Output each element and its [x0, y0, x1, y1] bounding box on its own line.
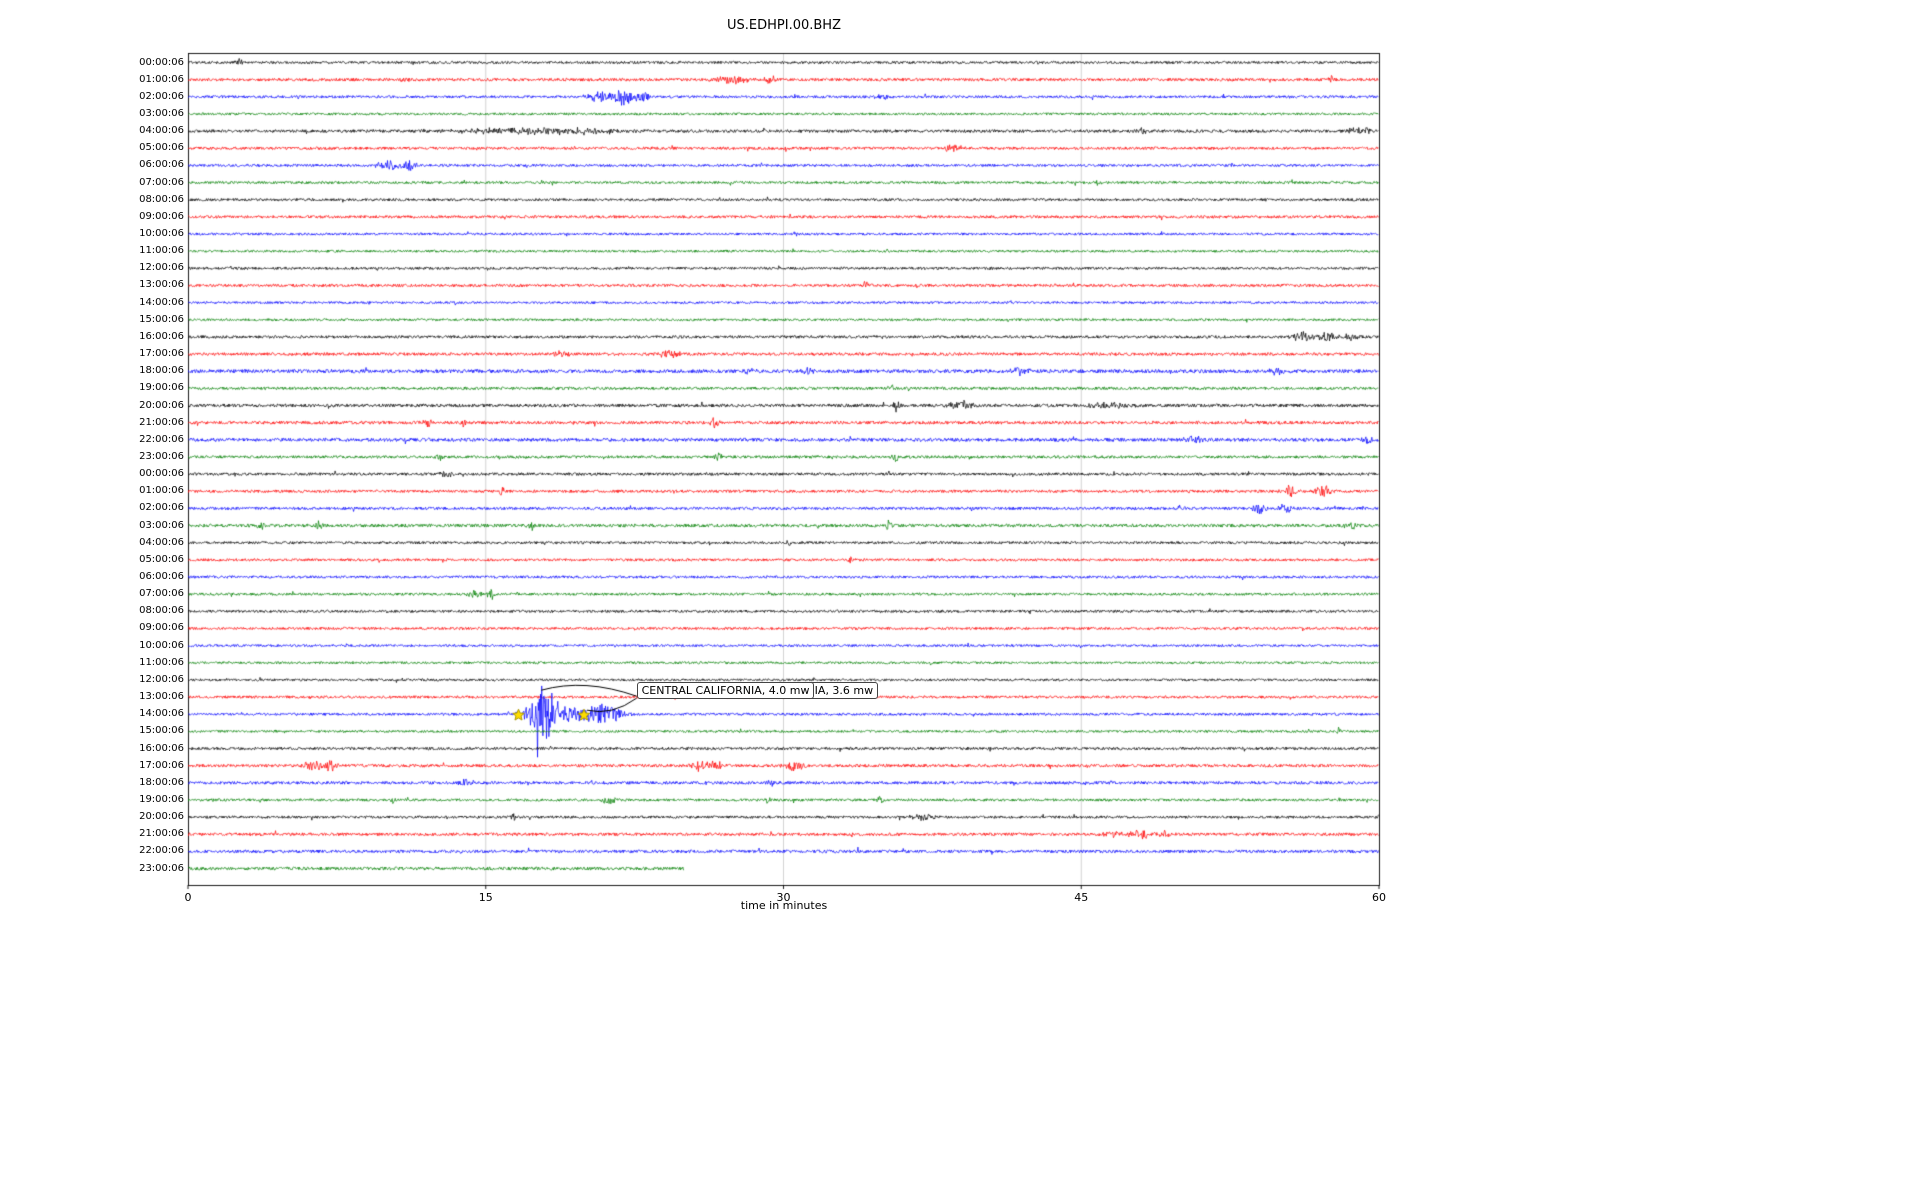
row-label-6: 06:00:06 [139, 159, 184, 171]
row-label-4: 04:00:06 [139, 125, 184, 137]
x-tick-label-15: 15 [478, 891, 493, 904]
row-label-34: 10:00:06 [139, 639, 184, 651]
chart-title: US.EDHPI.00.BHZ [727, 18, 841, 33]
x-tick-label-0: 0 [184, 891, 192, 904]
row-label-28: 04:00:06 [139, 536, 184, 548]
row-label-3: 03:00:06 [139, 107, 184, 119]
row-label-45: 21:00:06 [139, 828, 184, 840]
row-label-26: 02:00:06 [139, 502, 184, 514]
row-label-39: 15:00:06 [139, 725, 184, 737]
row-label-30: 06:00:06 [139, 571, 184, 582]
row-label-27: 03:00:06 [139, 519, 184, 531]
x-tick-label-45: 45 [1074, 891, 1089, 904]
row-label-1: 01:00:06 [139, 73, 184, 85]
x-tick-label-30: 30 [776, 891, 791, 904]
row-label-9: 09:00:06 [139, 210, 184, 222]
row-label-17: 17:00:06 [139, 348, 184, 360]
row-label-35: 11:00:06 [139, 656, 184, 668]
row-label-41: 17:00:06 [139, 759, 184, 771]
row-label-33: 09:00:06 [139, 622, 184, 634]
row-label-7: 07:00:06 [139, 176, 184, 188]
row-label-37: 13:00:06 [139, 691, 184, 703]
row-label-46: 22:00:06 [139, 845, 184, 857]
row-label-2: 02:00:06 [139, 90, 184, 102]
event-annotation-front: CENTRAL CALIFORNIA, 4.0 mw [636, 682, 815, 700]
row-label-40: 16:00:06 [139, 742, 184, 754]
row-label-14: 14:00:06 [139, 296, 184, 308]
row-label-36: 12:00:06 [139, 673, 184, 685]
row-label-47: 23:00:06 [139, 862, 184, 874]
row-label-20: 20:00:06 [139, 399, 184, 411]
row-label-0: 00:00:06 [139, 56, 184, 68]
row-label-42: 18:00:06 [139, 776, 184, 788]
row-label-11: 11:00:06 [139, 245, 184, 257]
row-label-19: 19:00:06 [139, 382, 184, 394]
row-label-23: 23:00:06 [139, 450, 184, 462]
row-label-18: 18:00:06 [139, 365, 184, 377]
row-label-22: 22:00:06 [139, 433, 184, 445]
row-label-25: 01:00:06 [139, 485, 184, 497]
row-label-10: 10:00:06 [139, 228, 184, 239]
row-label-29: 05:00:06 [139, 553, 184, 565]
row-label-32: 08:00:06 [139, 605, 184, 617]
row-label-21: 21:00:06 [139, 416, 184, 428]
x-tick-label-60: 60 [1372, 891, 1386, 904]
row-label-15: 15:00:06 [139, 313, 184, 325]
row-label-38: 14:00:06 [139, 708, 184, 720]
row-label-43: 19:00:06 [139, 793, 184, 805]
row-label-8: 08:00:06 [139, 193, 184, 205]
row-label-31: 07:00:06 [139, 588, 184, 600]
row-label-5: 05:00:06 [139, 142, 184, 154]
row-label-12: 12:00:06 [139, 262, 184, 274]
x-axis-label: time in minutes [740, 899, 828, 912]
row-label-16: 16:00:06 [139, 330, 184, 342]
row-label-24: 00:00:06 [139, 468, 184, 480]
row-label-13: 13:00:06 [139, 279, 184, 291]
row-label-44: 20:00:06 [139, 811, 184, 823]
